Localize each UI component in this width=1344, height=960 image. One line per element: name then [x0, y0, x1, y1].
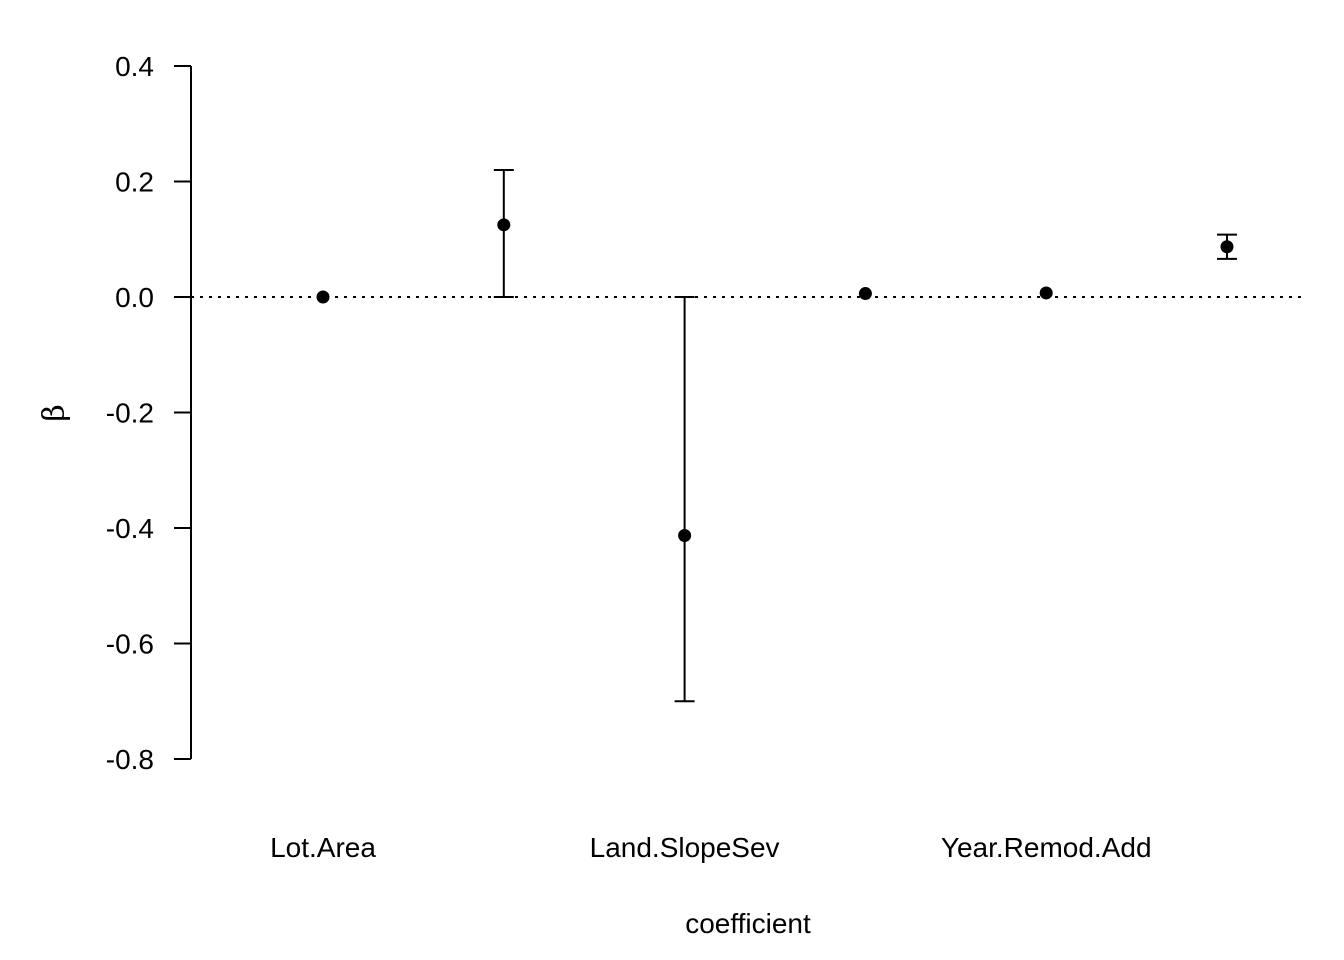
y-tick-label: -0.8	[106, 744, 154, 775]
estimate-point	[497, 218, 511, 232]
y-ticks: 0.4 0.2 0.0 -0.2 -0.4 -0.6 -0.8	[106, 51, 191, 775]
y-tick-label: -0.2	[106, 398, 154, 429]
estimate-point	[1039, 286, 1053, 300]
estimate-points	[316, 218, 1234, 543]
y-tick-label: -0.4	[106, 513, 154, 544]
x-axis-title: coefficient	[685, 908, 811, 939]
y-tick-label: -0.6	[106, 629, 154, 660]
x-category-label: Lot.Area	[270, 832, 376, 863]
x-category-label: Year.Remod.Add	[941, 832, 1152, 863]
y-tick-label: 0.2	[115, 167, 154, 198]
error-bars	[493, 168, 1237, 703]
y-axis-title: β	[37, 404, 72, 421]
estimate-point	[316, 290, 330, 304]
category-labels: Lot.Area Land.SlopeSev Year.Remod.Add	[270, 832, 1151, 863]
y-tick-label: 0.4	[115, 51, 154, 82]
x-category-label: Land.SlopeSev	[590, 832, 780, 863]
estimate-point	[678, 529, 692, 543]
y-tick-label: 0.0	[115, 282, 154, 313]
estimate-point	[1220, 240, 1234, 254]
estimate-point	[858, 287, 872, 301]
y-axis: 0.4 0.2 0.0 -0.2 -0.4 -0.6 -0.8	[106, 51, 192, 775]
